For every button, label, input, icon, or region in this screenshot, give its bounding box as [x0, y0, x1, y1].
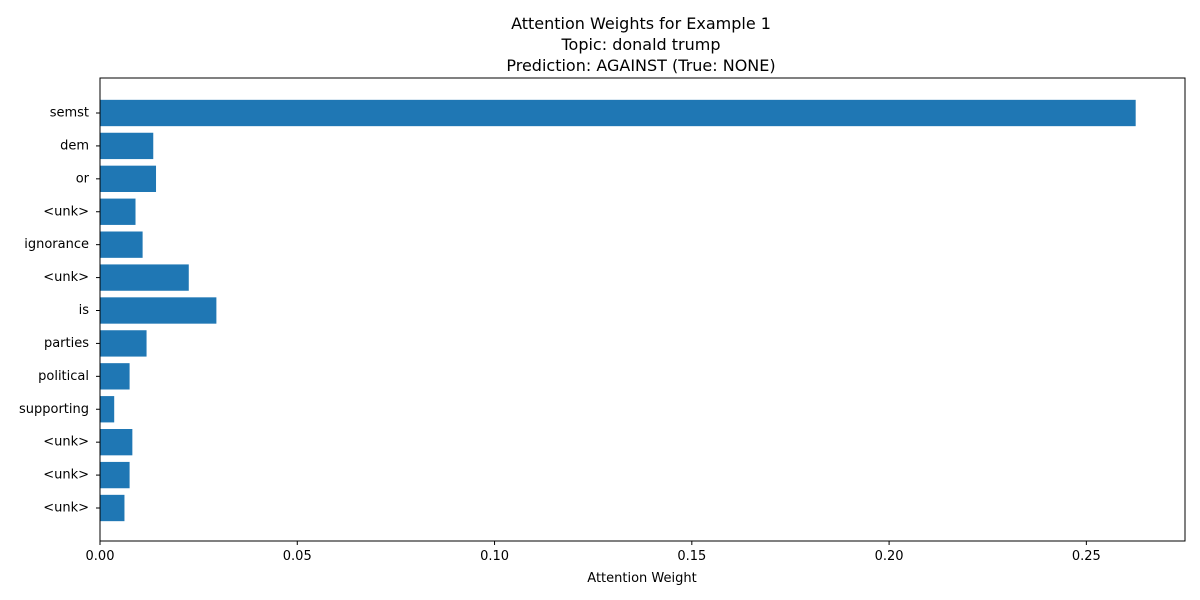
y-tick-label: parties — [44, 336, 89, 351]
y-tick-label: is — [79, 303, 90, 318]
y-tick-label: political — [38, 369, 89, 384]
bar-6 — [100, 297, 217, 324]
bar-4 — [100, 231, 143, 258]
x-axis-label: Attention Weight — [587, 571, 696, 586]
bars-group — [100, 99, 1136, 522]
y-tick-label: <unk> — [43, 468, 89, 483]
bar-2 — [100, 165, 157, 192]
x-tick-label: 0.00 — [86, 549, 115, 564]
x-tick-label: 0.10 — [480, 549, 509, 564]
y-tick-label: <unk> — [43, 204, 89, 219]
plot-frame — [99, 77, 1186, 542]
bar-5 — [100, 264, 189, 291]
x-tick-group: 0.00 0.05 0.10 0.15 0.20 0.25 — [86, 541, 1101, 564]
bar-9 — [100, 396, 115, 423]
bar-1 — [100, 132, 154, 160]
bar-0 — [100, 99, 1136, 127]
chart-title-line-2: Topic: donald trump — [560, 35, 720, 54]
y-tick-label: supporting — [19, 402, 89, 417]
bar-12 — [100, 494, 125, 522]
bar-3 — [100, 198, 136, 225]
y-tick-label: or — [76, 171, 90, 186]
y-tick-label: dem — [60, 138, 89, 153]
x-tick-label: 0.25 — [1072, 549, 1101, 564]
y-tick-group: semst dem or <unk> ignorance <unk> is parties po… — [19, 106, 100, 516]
x-tick-label: 0.20 — [875, 549, 904, 564]
y-tick-label: ignorance — [24, 237, 89, 252]
y-tick-label: <unk> — [43, 270, 89, 285]
y-tick-label: <unk> — [43, 435, 89, 450]
bar-7 — [100, 330, 147, 357]
bar-11 — [100, 461, 130, 489]
chart-title-line-1: Attention Weights for Example 1 — [511, 14, 771, 33]
y-tick-label: <unk> — [43, 501, 89, 516]
bar-10 — [100, 429, 133, 456]
chart-title-line-3: Prediction: AGAINST (True: NONE) — [506, 56, 775, 75]
bar-8 — [100, 363, 130, 390]
x-tick-label: 0.15 — [677, 549, 706, 564]
y-tick-label: semst — [50, 106, 89, 121]
x-tick-label: 0.05 — [283, 549, 312, 564]
